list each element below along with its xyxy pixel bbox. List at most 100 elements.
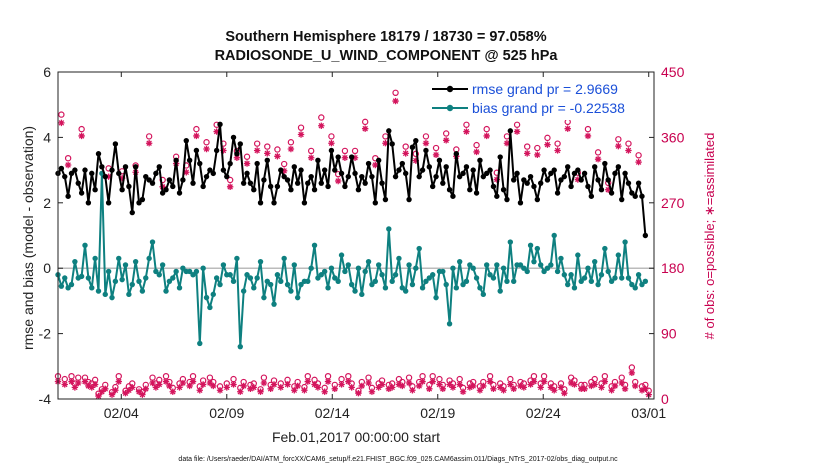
bias-point [612,275,618,281]
rmse-point [352,170,358,177]
obs-possible-marker [61,375,68,383]
rmse-point [254,160,260,167]
bias-point [615,252,622,258]
rmse-point [126,183,132,190]
obs-possible-marker [351,147,359,155]
obs-assimilated-marker [463,128,470,135]
obs-assimilated-marker [567,379,575,387]
bias-point [399,285,406,291]
obs-assimilated-marker [537,384,544,391]
obs-assimilated-marker [142,385,149,393]
rmse-point [271,200,277,206]
obs-possible-marker [419,373,426,380]
obs-assimilated-marker [561,389,568,397]
bias-point [139,288,146,294]
rmse-point [419,167,426,173]
rmse-point [274,183,281,190]
y-tick-label: 6 [43,64,51,80]
obs-possible-marker [483,125,490,133]
bias-point [210,291,216,298]
rmse-point [173,157,179,163]
rmse-point [521,177,527,183]
rmse-point [490,183,497,190]
bias-point [190,272,196,278]
obs-assimilated-marker [102,385,109,393]
rmse-point [193,147,200,154]
rmse-point [622,170,628,177]
obs-possible-marker [253,140,261,147]
obs-assimilated-marker [412,157,420,164]
obs-assimilated-marker [75,379,82,387]
obs-possible-marker [274,146,281,153]
rmse-point [369,173,375,180]
rmse-point [328,147,335,154]
obs-possible-marker [162,373,170,380]
bias-point [62,275,68,281]
x-tick-label: 02/09 [209,405,244,421]
obs-assimilated-marker [240,382,247,390]
rmse-point [615,164,622,170]
obs-assimilated-marker [243,160,251,167]
obs-assimilated-marker [520,384,528,391]
obs-possible-marker [594,149,602,156]
obs-assimilated-marker [267,385,274,393]
x-tick-label: 03/01 [631,405,666,421]
rmse-point [551,167,557,173]
rmse-point [348,154,355,160]
bias-point [95,288,102,294]
obs-possible-marker [395,375,403,383]
obs-assimilated-marker [189,378,197,385]
obs-possible-marker [145,133,153,140]
obs-assimilated-marker [621,385,629,393]
obs-assimilated-marker [399,382,406,390]
rmse-point [588,193,595,199]
bias-point [386,226,392,232]
bias-point [453,285,460,291]
bias-point [230,278,237,284]
obs-assimilated-marker [601,378,609,385]
obs-possible-marker [64,154,72,162]
rmse-point [149,180,156,186]
bias-point [352,288,358,294]
bias-point [578,278,584,284]
obs-possible-marker [625,140,632,147]
bias-point [362,268,368,275]
rmse-point [257,200,264,206]
obs-assimilated-marker [497,384,504,391]
bias-point [480,291,487,298]
obs-possible-marker [318,114,325,121]
obs-assimilated-marker [169,388,176,395]
obs-assimilated-marker [166,382,173,390]
bias-point [544,265,551,271]
obs-assimilated-marker [436,381,443,388]
obs-assimilated-marker [105,173,112,180]
obs-assimilated-marker [331,385,338,393]
obs-assimilated-marker [415,382,423,390]
rmse-point [456,173,463,180]
bias-point [490,275,497,281]
bias-point [565,281,571,288]
bias-point [207,304,213,311]
bias-point [116,255,122,262]
bias-point [321,268,328,275]
rmse-point [548,170,554,177]
rmse-point [234,151,240,157]
bias-point [433,294,439,301]
obs-possible-marker [149,374,156,381]
obs-assimilated-marker [638,387,646,394]
rmse-point [227,160,233,167]
rmse-point [429,183,436,190]
obs-possible-marker [584,125,592,133]
obs-assimilated-marker [564,125,571,132]
bias-point [531,258,537,265]
obs-assimilated-marker [108,391,116,398]
obs-assimilated-marker [280,167,288,175]
bias-point [119,276,125,283]
rmse-point [396,167,402,173]
obs-assimilated-marker [250,384,257,391]
bias-point [143,275,149,281]
bias-point [416,245,422,252]
obs-assimilated-marker [442,137,450,144]
bias-point [359,291,365,298]
rmse-point [95,151,102,157]
